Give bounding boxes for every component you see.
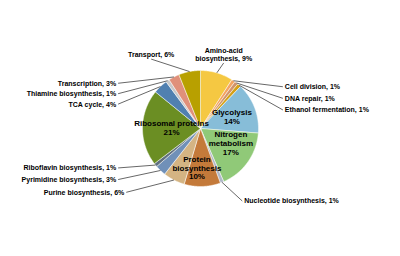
svg-text:Nucleotide biosynthesis, 1%: Nucleotide biosynthesis, 1% <box>244 197 339 205</box>
svg-text:Riboflavin biosynthesis, 1%: Riboflavin biosynthesis, 1% <box>24 164 117 172</box>
svg-text:Transcription, 3%: Transcription, 3% <box>58 80 117 88</box>
svg-text:DNA repair, 1%: DNA repair, 1% <box>285 95 336 103</box>
svg-text:Purine biosynthesis, 6%: Purine biosynthesis, 6% <box>44 189 125 197</box>
svg-text:Ribosomal proteins21%: Ribosomal proteins21% <box>134 119 209 137</box>
svg-text:Ethanol fermentation, 1%: Ethanol fermentation, 1% <box>285 106 370 114</box>
svg-text:Glycolysis14%: Glycolysis14% <box>212 108 253 126</box>
svg-text:Proteinbiosynthesis10%: Proteinbiosynthesis10% <box>172 155 221 182</box>
svg-text:TCA cycle, 4%: TCA cycle, 4% <box>69 101 117 109</box>
svg-text:Transport, 6%: Transport, 6% <box>128 51 175 59</box>
svg-text:Thiamine biosynthesis, 1%: Thiamine biosynthesis, 1% <box>27 90 117 98</box>
svg-text:Cell division, 1%: Cell division, 1% <box>285 83 341 91</box>
svg-text:Nitrogenmetabolism17%: Nitrogenmetabolism17% <box>209 130 253 157</box>
svg-text:Amino-acidbiosynthesis, 9%: Amino-acidbiosynthesis, 9% <box>195 47 253 63</box>
svg-text:Pyrimidine biosynthesis, 3%: Pyrimidine biosynthesis, 3% <box>22 176 117 184</box>
